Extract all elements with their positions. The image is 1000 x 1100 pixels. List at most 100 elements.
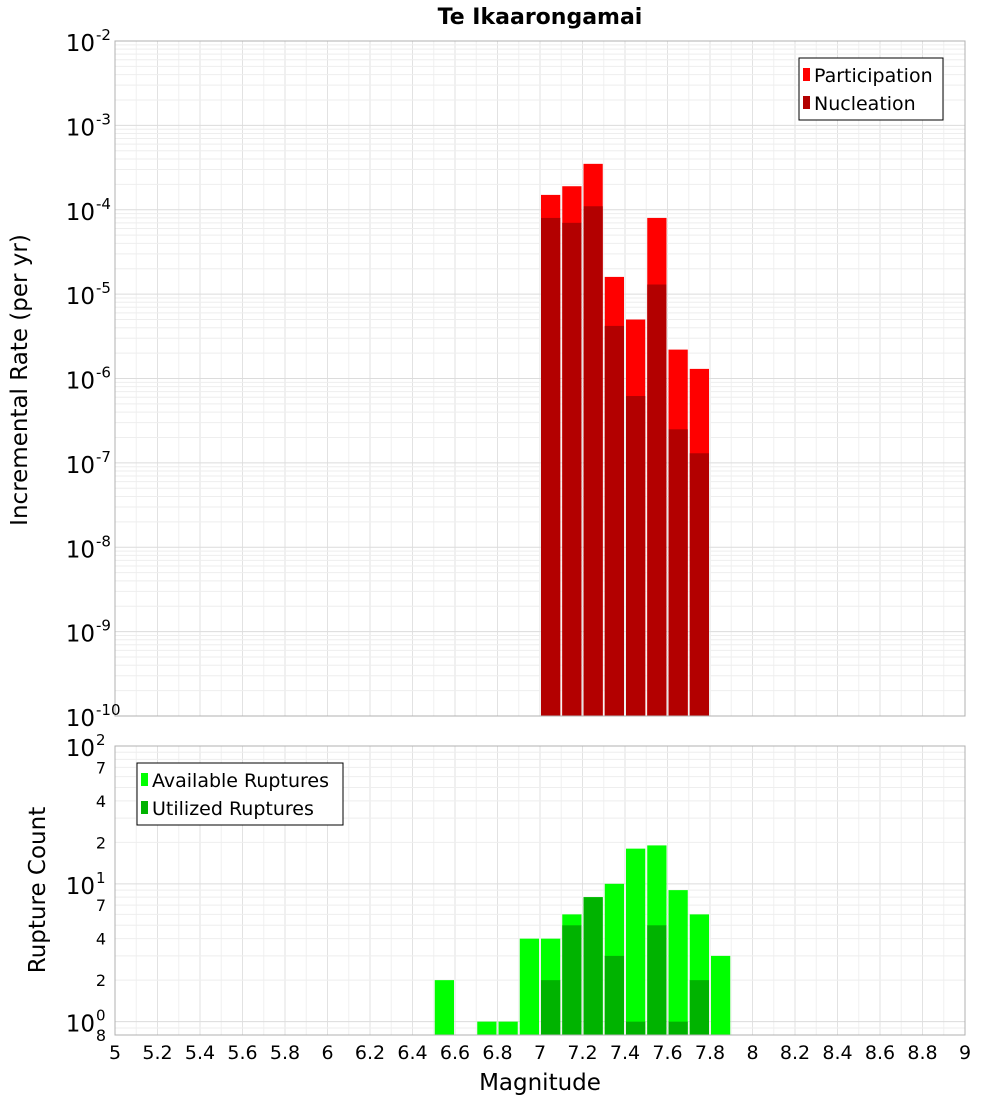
x-tick-label: 8.8	[907, 1042, 937, 1064]
x-tick-label: 5	[109, 1042, 121, 1064]
x-axis-title: Magnitude	[479, 1070, 601, 1096]
y-tick-exponent: -8	[96, 532, 111, 550]
chart-title: Te Ikaarongamai	[438, 5, 643, 30]
legend-swatch	[803, 68, 810, 81]
x-tick-label: 7.4	[610, 1042, 640, 1064]
y-tick-label: 10	[66, 369, 95, 395]
bottom-panel-y-axis-title: Rupture Count	[25, 807, 51, 973]
y-tick-label: 10	[66, 874, 95, 900]
bar-utilized-ruptures	[647, 925, 667, 1035]
x-tick-label: 5.4	[185, 1042, 215, 1064]
legend-box	[798, 57, 944, 121]
bar-nucleation	[604, 325, 624, 716]
bottom-panel-legend: Available Ruptures Utilized Ruptures	[136, 762, 344, 826]
bar-available-ruptures	[477, 1021, 497, 1035]
y-minor-tick-label: 7	[96, 896, 106, 915]
x-tick-label: 6.2	[355, 1042, 385, 1064]
x-tick-label: 5.6	[227, 1042, 257, 1064]
y-tick-exponent: -2	[96, 26, 111, 44]
x-tick-label: 8.4	[822, 1042, 852, 1064]
y-tick-label: 10	[66, 31, 95, 57]
top-panel-y-ticks: 10-210-310-410-510-610-710-810-910-10	[66, 26, 121, 732]
bar-nucleation	[583, 206, 603, 716]
legend-label: Participation	[814, 65, 933, 87]
y-tick-exponent: -3	[96, 110, 111, 128]
bottom-panel-bars	[434, 845, 731, 1035]
y-tick-label: 10	[66, 453, 95, 479]
top-panel-bars	[541, 163, 709, 717]
legend-swatch	[141, 801, 148, 814]
y-tick-exponent: -9	[96, 617, 111, 635]
bar-available-ruptures	[498, 1021, 518, 1035]
y-tick-label: 10	[66, 706, 95, 732]
bar-nucleation	[689, 453, 709, 716]
top-panel-grid	[114, 40, 966, 717]
x-tick-label: 6.8	[482, 1042, 512, 1064]
x-tick-label: 7	[534, 1042, 546, 1064]
x-tick-label: 8	[746, 1042, 758, 1064]
y-minor-tick-label: 2	[96, 833, 106, 852]
y-minor-tick-label: 4	[96, 930, 106, 949]
x-tick-label: 6	[321, 1042, 333, 1064]
y-tick-label: 10	[66, 1012, 95, 1038]
y-tick-exponent: 0	[96, 1007, 106, 1025]
top-panel-y-axis-title: Incremental Rate (per yr)	[7, 234, 33, 526]
bar-utilized-ruptures	[689, 980, 709, 1035]
y-tick-exponent: 1	[96, 869, 106, 887]
legend-label: Utilized Ruptures	[152, 798, 314, 820]
bar-nucleation	[668, 429, 688, 716]
legend-swatch	[803, 96, 810, 109]
bar-nucleation	[541, 217, 561, 716]
y-tick-label: 10	[66, 115, 95, 141]
y-tick-label: 10	[66, 736, 95, 762]
y-tick-exponent: -6	[96, 364, 111, 382]
y-tick-exponent: -7	[96, 448, 111, 466]
y-tick-label: 10	[66, 622, 95, 648]
legend-label: Nucleation	[814, 93, 916, 115]
bar-available-ruptures	[434, 980, 454, 1035]
x-tick-label: 6.4	[397, 1042, 427, 1064]
x-tick-label: 8.6	[865, 1042, 895, 1064]
x-tick-label: 5.8	[270, 1042, 300, 1064]
bar-utilized-ruptures	[541, 980, 561, 1035]
y-tick-label: 10	[66, 537, 95, 563]
bar-available-ruptures	[519, 938, 539, 1035]
x-tick-label: 9	[959, 1042, 971, 1064]
y-tick-exponent: 2	[96, 731, 106, 749]
bar-available-ruptures	[626, 848, 646, 1035]
bar-nucleation	[562, 222, 582, 716]
x-tick-label: 6.6	[440, 1042, 470, 1064]
x-tick-label: 7.2	[567, 1042, 597, 1064]
legend-swatch	[141, 773, 148, 786]
x-axis-ticks: 5 5.2 5.4 5.6 5.8 6 6.2 6.4 6.6 6.8 7 7.2 7.4 7.6 7.8 8…	[109, 1042, 971, 1064]
x-tick-label: 8.2	[780, 1042, 810, 1064]
x-tick-label: 7.8	[695, 1042, 725, 1064]
bar-nucleation	[626, 396, 646, 716]
bar-utilized-ruptures	[562, 925, 582, 1035]
y-tick-exponent: -4	[96, 195, 111, 213]
bottom-panel-frame	[114, 745, 966, 1036]
bar-nucleation	[647, 284, 667, 716]
x-tick-label: 7.6	[652, 1042, 682, 1064]
bar-utilized-ruptures	[668, 1021, 688, 1035]
x-tick-label: 5.2	[142, 1042, 172, 1064]
y-minor-tick-label: 8	[96, 1026, 106, 1045]
top-panel-legend: Participation Nucleation	[798, 57, 944, 121]
y-tick-exponent: -10	[96, 701, 121, 719]
y-minor-tick-label: 7	[96, 758, 106, 777]
legend-label: Available Ruptures	[152, 770, 329, 792]
bar-available-ruptures	[711, 955, 731, 1035]
legend-box	[136, 762, 344, 826]
y-tick-label: 10	[66, 284, 95, 310]
y-tick-exponent: -5	[96, 279, 111, 297]
bar-utilized-ruptures	[583, 897, 603, 1035]
y-tick-label: 10	[66, 200, 95, 226]
top-panel-frame	[114, 40, 966, 717]
bar-available-ruptures	[668, 890, 688, 1035]
y-minor-tick-label: 4	[96, 792, 106, 811]
bar-utilized-ruptures	[604, 955, 624, 1035]
bar-utilized-ruptures	[626, 1021, 646, 1035]
y-minor-tick-label: 2	[96, 971, 106, 990]
